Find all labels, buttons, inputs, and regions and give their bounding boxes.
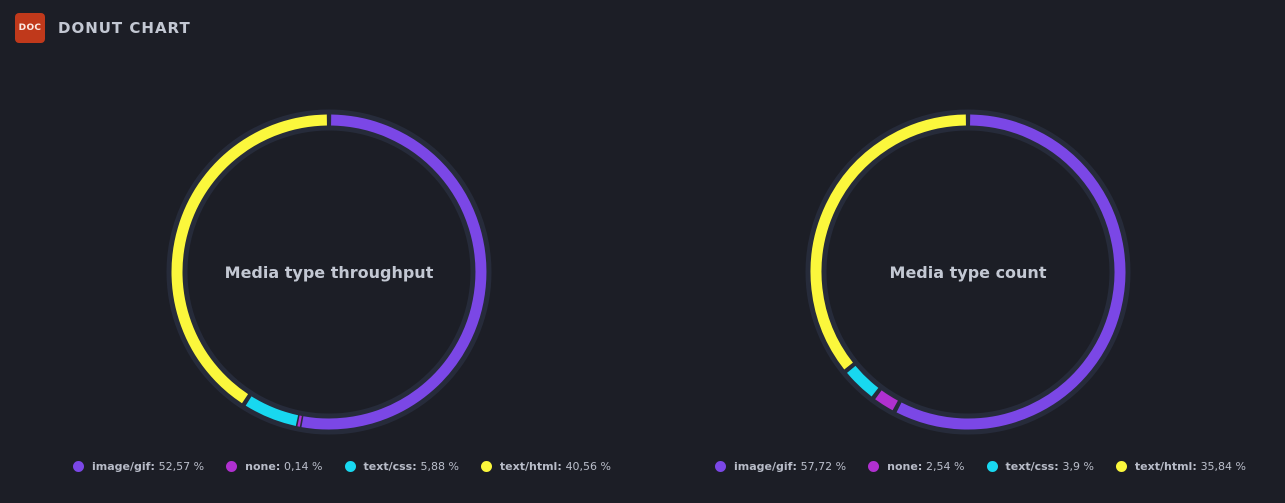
chart-title: Media type throughput — [225, 263, 434, 282]
legend-value: 5,88 % — [420, 460, 459, 473]
page-title: DONUT CHART — [58, 19, 191, 37]
legend-item-image-gif[interactable]: image/gif: 57,72 % — [715, 460, 846, 473]
page-header: DOC DONUT CHART — [15, 13, 191, 43]
legend-label: image/gif — [92, 460, 151, 473]
legend-value: 0,14 % — [284, 460, 323, 473]
legend-dot-icon — [986, 461, 998, 472]
legend-dot-icon — [715, 461, 726, 472]
doc-icon: DOC — [15, 13, 45, 43]
legend-dot-icon — [868, 461, 880, 472]
legend-dot-icon — [480, 461, 492, 472]
legend-value: 52,57 % — [158, 460, 205, 473]
legend-label: text/css — [1005, 460, 1055, 473]
legend-count: image/gif: 57,72 % none: 2,54 % text/css: … — [715, 460, 1246, 473]
legend-separator: : — [557, 460, 566, 473]
legend-separator: : — [1192, 460, 1201, 473]
donut-chart-count: Media type count — [805, 109, 1131, 435]
legend-item-image-gif[interactable]: image/gif: 52,57 % — [73, 460, 204, 473]
legend-item-text-css[interactable]: text/css: 3,9 % — [986, 460, 1094, 473]
legend-separator: : — [1054, 460, 1063, 473]
legend-label: none — [887, 460, 918, 473]
legend-dot-icon — [226, 461, 238, 472]
legend-label: image/gif — [734, 460, 793, 473]
legend-item-text-html[interactable]: text/html: 40,56 % — [480, 460, 612, 473]
chart-title: Media type count — [890, 263, 1047, 282]
legend-separator: : — [412, 460, 421, 473]
legend-value: 2,54 % — [926, 460, 965, 473]
donut-slice-text-html[interactable] — [810, 114, 966, 370]
legend-value: 35,84 % — [1200, 460, 1247, 473]
donut-slice-text-css[interactable] — [245, 396, 299, 426]
legend-separator: : — [150, 460, 159, 473]
legend-item-none[interactable]: none: 0,14 % — [226, 460, 323, 473]
legend-item-text-html[interactable]: text/html: 35,84 % — [1115, 460, 1247, 473]
legend-dot-icon — [1115, 461, 1127, 472]
donut-slice-text-css[interactable] — [847, 365, 879, 397]
donut-slice-none[interactable] — [875, 390, 898, 411]
donut-slice-image-gif[interactable] — [301, 114, 487, 430]
legend-label: text/html — [1134, 460, 1193, 473]
legend-value: 57,72 % — [800, 460, 847, 473]
legend-separator: : — [792, 460, 801, 473]
legend-separator: : — [917, 460, 927, 473]
legend-item-text-css[interactable]: text/css: 5,88 % — [344, 460, 459, 473]
legend-label: text/html — [499, 460, 558, 473]
legend-label: text/css — [363, 460, 413, 473]
legend-value: 40,56 % — [565, 460, 612, 473]
legend-dot-icon — [73, 461, 84, 472]
donut-chart-throughput: Media type throughput — [166, 109, 492, 435]
legend-label: none — [245, 460, 276, 473]
donut-slice-text-html[interactable] — [171, 114, 327, 404]
legend-item-none[interactable]: none: 2,54 % — [868, 460, 965, 473]
legend-separator: : — [275, 460, 285, 473]
legend-value: 3,9 % — [1062, 460, 1094, 473]
legend-dot-icon — [344, 461, 356, 472]
legend-throughput: image/gif: 52,57 % none: 0,14 % text/css: … — [73, 460, 611, 473]
donut-slice-image-gif[interactable] — [896, 114, 1126, 430]
